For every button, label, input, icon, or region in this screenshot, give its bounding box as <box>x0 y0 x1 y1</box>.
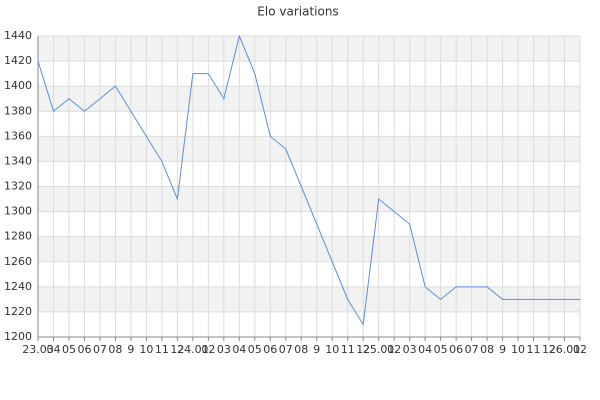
x-tick-label: 08 <box>480 343 494 356</box>
chart-title: Elo variations <box>257 5 338 19</box>
x-tick-label: 06 <box>77 343 91 356</box>
y-tick-label: 1440 <box>4 29 32 42</box>
y-tick-label: 1200 <box>4 330 32 343</box>
x-tick-label: 12 <box>542 343 556 356</box>
y-tick-label: 1380 <box>4 104 32 117</box>
x-tick-label: 07 <box>465 343 479 356</box>
grid-band <box>38 186 580 212</box>
x-tick-label: 02 <box>201 343 215 356</box>
x-tick-label: 03 <box>217 343 231 356</box>
x-tick-label: 04 <box>232 343 246 356</box>
x-tick-label: 08 <box>108 343 122 356</box>
x-tick-label: 07 <box>93 343 107 356</box>
x-tick-label: 23.03 <box>22 343 54 356</box>
y-tick-label: 1360 <box>4 129 32 142</box>
grid-band <box>38 86 580 112</box>
y-tick-label: 1400 <box>4 79 32 92</box>
y-tick-label: 1240 <box>4 280 32 293</box>
x-tick-label: 25.01 <box>363 343 395 356</box>
x-tick-label: 06 <box>449 343 463 356</box>
x-tick-label: 03 <box>403 343 417 356</box>
x-tick-label: 04 <box>418 343 432 356</box>
x-tick-label: 12 <box>356 343 370 356</box>
grid-band <box>38 236 580 262</box>
x-tick-label: 04 <box>46 343 60 356</box>
x-tick-label: 06 <box>263 343 277 356</box>
x-tick-label: 24.01 <box>177 343 209 356</box>
grid-band <box>38 136 580 162</box>
data-line <box>37 34 580 326</box>
x-tick-label: 11 <box>341 343 355 356</box>
y-tick-label: 1280 <box>4 230 32 243</box>
x-tick-label: 05 <box>62 343 76 356</box>
y-tick-label: 1300 <box>4 205 32 218</box>
y-tick-label: 1220 <box>4 305 32 318</box>
x-tick-label: 05 <box>434 343 448 356</box>
x-tick-label: 08 <box>294 343 308 356</box>
x-tick-label: 11 <box>155 343 169 356</box>
grid-band <box>38 36 580 62</box>
x-tick-label: 07 <box>279 343 293 356</box>
x-tick-label: 26.01 <box>549 343 581 356</box>
x-tick-label: 02 <box>573 343 587 356</box>
y-tick-label: 1340 <box>4 154 32 167</box>
x-tick-label: 02 <box>387 343 401 356</box>
grid-band <box>38 286 580 312</box>
x-tick-label: 9 <box>313 343 320 356</box>
x-tick-label: 05 <box>248 343 262 356</box>
x-tick-label: 9 <box>499 343 506 356</box>
x-tick-label: 10 <box>139 343 153 356</box>
x-tick-label: 9 <box>127 343 134 356</box>
x-tick-label: 12 <box>170 343 184 356</box>
y-tick-label: 1260 <box>4 255 32 268</box>
x-tick-label: 11 <box>527 343 541 356</box>
x-tick-label: 10 <box>511 343 525 356</box>
x-tick-label: 10 <box>325 343 339 356</box>
y-tick-label: 1420 <box>4 54 32 67</box>
y-tick-label: 1320 <box>4 180 32 193</box>
